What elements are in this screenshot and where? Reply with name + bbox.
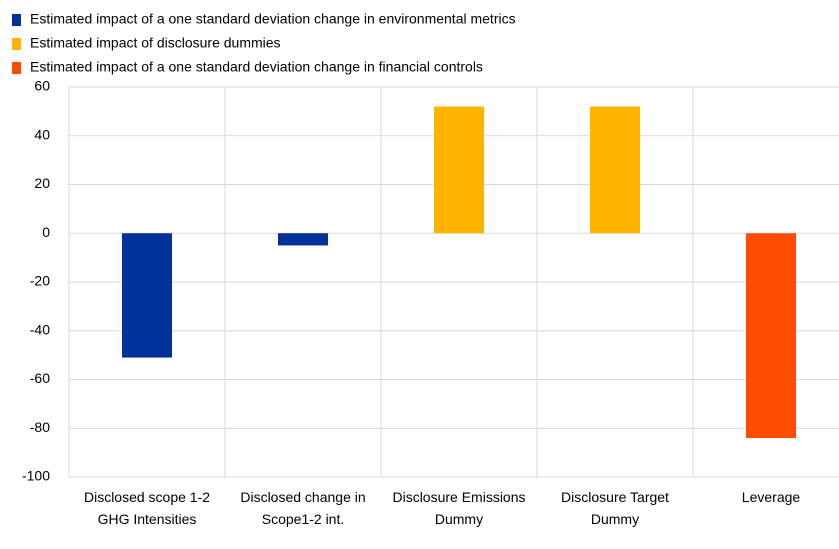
bar [434, 106, 484, 234]
x-tick-label: Disclosure Target Dummy [561, 489, 669, 527]
y-tick-label: -80 [30, 419, 50, 435]
legend-swatch [12, 62, 21, 74]
x-tick-label: Disclosed scope 1-2 GHG Intensities [83, 489, 211, 527]
y-tick-label: -20 [30, 273, 50, 289]
x-tick-label: Leverage [741, 489, 801, 505]
y-tick-label: -100 [22, 468, 50, 484]
bar [122, 233, 172, 358]
bar [278, 233, 328, 246]
bar [590, 106, 640, 234]
y-tick-label: 20 [34, 175, 50, 191]
x-tick-label: Disclosed change in Scope1-2 int. [240, 489, 366, 527]
x-tick-label: Disclosure Emissions Dummy [392, 489, 526, 527]
y-tick-label: 60 [34, 78, 50, 94]
y-tick-label: 0 [42, 224, 50, 240]
y-tick-label: -60 [30, 370, 50, 386]
bar [746, 233, 796, 438]
y-tick-label: 40 [34, 126, 50, 142]
legend-swatch [12, 38, 21, 50]
legend-label: Estimated impact of a one standard devia… [30, 11, 516, 27]
legend-label: Estimated impact of a one standard devia… [30, 59, 483, 75]
legend-swatch [12, 14, 21, 26]
legend-label: Estimated impact of disclosure dummies [30, 35, 281, 51]
y-tick-label: -40 [30, 321, 50, 337]
